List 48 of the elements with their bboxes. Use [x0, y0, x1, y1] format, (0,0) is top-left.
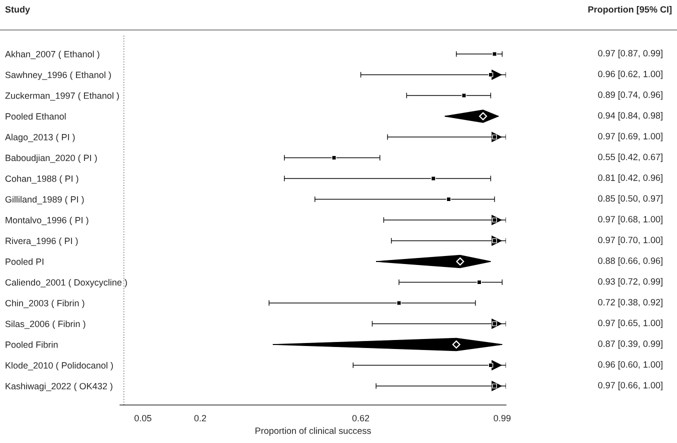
text: 0.88 [0.66, 0.96] — [598, 257, 662, 266]
text: 0.97 [0.66, 1.00] — [598, 382, 662, 390]
x-tick-label: 0.05 — [134, 414, 152, 422]
x-tick-label: 0.99 — [494, 414, 511, 422]
point — [492, 52, 497, 56]
text: 0.94 [0.84, 0.98] — [598, 112, 662, 120]
text: 0.97 [0.68, 1.00] — [598, 216, 662, 224]
text: 0.97 [0.70, 1.00] — [598, 236, 662, 245]
y-tick-label: Alago_2013 ( PI ) — [5, 134, 75, 142]
y-tick-label: Silas_2006 ( Fibrin ) — [5, 320, 86, 329]
y-tick-label: Rivera_1996 ( PI ) — [6, 237, 78, 246]
text: Proportion [95% CI] — [588, 6, 672, 14]
point — [396, 300, 402, 306]
y-tick-label: Pooled Fibrin — [6, 341, 58, 348]
text: 0.96 [0.62, 1.00] — [598, 70, 662, 79]
point — [456, 258, 464, 266]
text: 0.96 [0.60, 1.00] — [598, 361, 662, 370]
text: 0.55 [0.42, 0.67] — [598, 154, 662, 162]
y-tick-label: Zuckerman_1997 ( Ethanol ) — [5, 92, 119, 101]
y-tick-label: Baboudjian_2020 ( PI ) — [6, 154, 97, 163]
y-tick-label: Cohan_1988 ( PI ) — [5, 175, 78, 184]
x-tick-label: 0.2 — [194, 414, 206, 422]
text: 0.87 [0.39, 0.99] — [598, 340, 662, 349]
y-tick-label: Klode_2010 ( Polidocanol ) — [6, 362, 113, 370]
y-tick-label: Caliendo_2001 ( Doxycycline ) — [5, 278, 127, 288]
point — [430, 176, 436, 181]
text: 0.97 [0.65, 1.00] — [598, 320, 662, 328]
text: 0.81 [0.42, 0.96] — [598, 174, 662, 183]
text: 0.72 [0.38, 0.92] — [598, 298, 662, 308]
x-axis-title: Proportion of clinical success — [256, 427, 371, 436]
text: 0.97 [0.87, 0.99] — [598, 50, 662, 58]
y-tick-label: Kashiwagi_2022 ( OK432 ) — [6, 382, 112, 392]
text: 0.93 [0.72, 0.99] — [598, 278, 662, 286]
y-tick-label: Chin_2003 ( Fibrin ) — [5, 300, 84, 308]
text: Study — [5, 6, 30, 14]
y-tick-label: Sawhney_1996 ( Ethanol ) — [5, 71, 111, 80]
y-tick-label: Montalvo_1996 ( PI ) — [6, 216, 88, 226]
point — [462, 93, 466, 98]
text: 0.85 [0.50, 0.97] — [598, 195, 662, 204]
x-tick-label: 0.62 — [352, 414, 370, 422]
y-tick-label: Pooled PI — [6, 258, 44, 265]
point — [452, 340, 460, 348]
text: 0.89 [0.74, 0.96] — [598, 91, 662, 100]
y-tick-label: Akhan_2007 ( Ethanol ) — [5, 50, 100, 60]
y-tick-label: Pooled Ethanol — [6, 112, 66, 120]
y-tick-label: Gilliland_1989 ( PI ) — [5, 196, 84, 204]
text: 0.97 [0.69, 1.00] — [598, 132, 662, 142]
point — [479, 112, 488, 120]
